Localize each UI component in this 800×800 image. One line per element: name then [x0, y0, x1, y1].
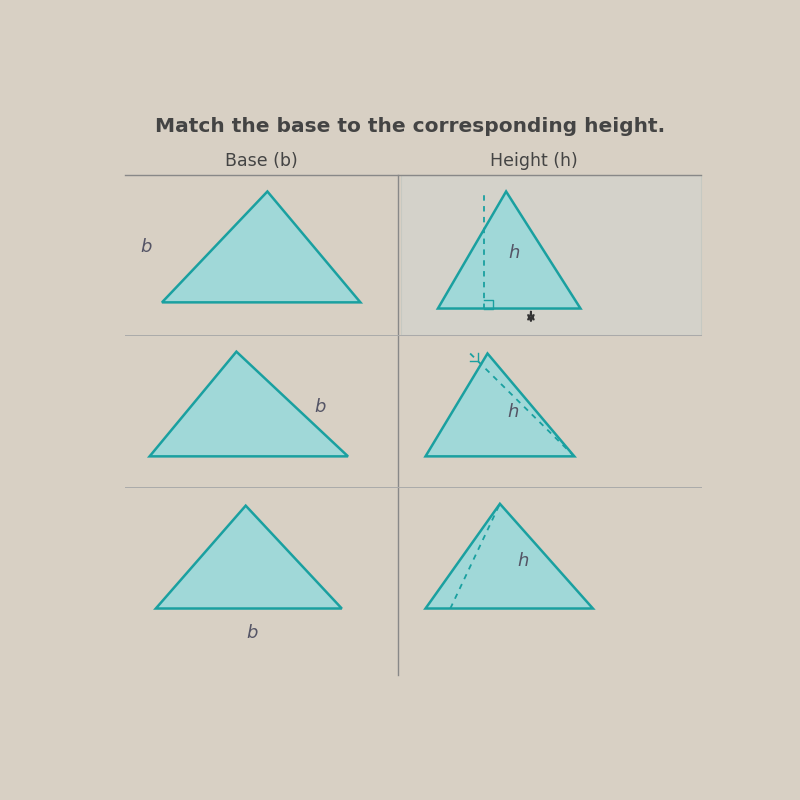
Text: b: b [314, 398, 326, 416]
Polygon shape [426, 354, 574, 456]
Text: h: h [507, 403, 518, 421]
Text: b: b [246, 624, 258, 642]
Text: b: b [141, 238, 152, 256]
Text: Base (b): Base (b) [225, 152, 298, 170]
Polygon shape [438, 191, 581, 309]
Polygon shape [426, 504, 593, 609]
Text: h: h [509, 244, 520, 262]
Polygon shape [156, 506, 342, 609]
Polygon shape [162, 191, 360, 302]
Text: h: h [517, 552, 529, 570]
Polygon shape [150, 352, 348, 456]
Text: Match the base to the corresponding height.: Match the base to the corresponding heig… [155, 118, 665, 136]
Text: Height (h): Height (h) [490, 152, 578, 170]
Bar [401, 175, 702, 335]
